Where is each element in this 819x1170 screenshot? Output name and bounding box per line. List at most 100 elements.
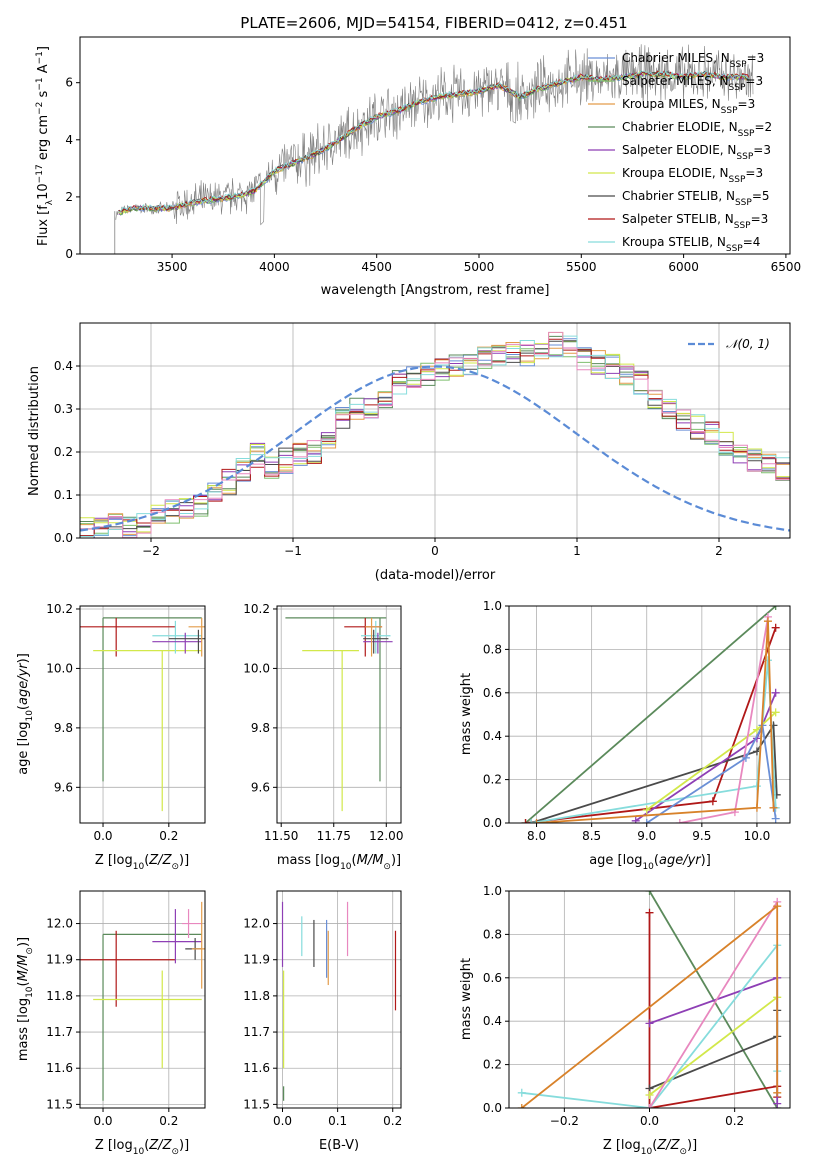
legend-entry: Kroupa ELODIE, NSSP=3 bbox=[622, 166, 763, 185]
weight-marker bbox=[771, 708, 780, 717]
x-tick-label: 9.5 bbox=[692, 829, 711, 843]
y-tick-label: 0.6 bbox=[483, 686, 502, 700]
x-tick-label: 4500 bbox=[361, 260, 392, 274]
y-tick-label: 12.0 bbox=[46, 917, 73, 931]
plot-area bbox=[517, 891, 782, 1108]
x-axis-label: Z [log10(Z/Z⊙)] bbox=[95, 853, 189, 872]
x-tick-label: 11.75 bbox=[317, 829, 351, 843]
weight-marker bbox=[517, 1088, 526, 1097]
weight-marker bbox=[769, 803, 778, 812]
panel-spectrum: 3500 4000 4500 5000 5500 6000 6500 0 2 4 6 waveleng… bbox=[35, 36, 802, 298]
plot-area bbox=[80, 617, 205, 812]
weight-marker bbox=[532, 819, 541, 823]
x-axis-label: E(B-V) bbox=[319, 1138, 359, 1153]
plot-area bbox=[80, 331, 790, 538]
x-tick-label: 4000 bbox=[259, 260, 290, 274]
y-tick-label: 11.5 bbox=[46, 1097, 73, 1111]
x-tick-label: 1 bbox=[573, 544, 581, 558]
y-tick-label: 0.6 bbox=[483, 971, 502, 985]
x-tick-label: 0.0 bbox=[93, 1114, 112, 1128]
x-tick-label: 2 bbox=[715, 544, 723, 558]
y-axis-label: Normed distribution bbox=[27, 366, 42, 496]
panel-massweight_vs_Z: −0.2 0.0 0.2 0.0 0.2 0.4 0.6 0.8 1.0 Z [log10(Z/Z… bbox=[459, 884, 791, 1157]
x-tick-label: 0 bbox=[431, 544, 439, 558]
weight-marker bbox=[773, 1088, 782, 1097]
y-tick-label: 11.7 bbox=[243, 1025, 270, 1039]
weight-marker bbox=[645, 1090, 654, 1099]
weight-marker bbox=[517, 1104, 526, 1108]
axes-frame bbox=[508, 605, 791, 824]
y-tick-label: 0.0 bbox=[54, 531, 73, 545]
weight-marker bbox=[741, 753, 750, 762]
y-tick-label: 11.8 bbox=[46, 989, 73, 1003]
panel-age_vs_mass: 11.50 11.75 12.00 9.6 9.8 10.0 10.2 mass [log10… bbox=[243, 602, 403, 872]
x-axis-label: (data-model)/error bbox=[375, 568, 496, 583]
weight-marker bbox=[763, 617, 772, 626]
x-axis-label: Z [log10(Z/Z⊙)] bbox=[95, 1138, 189, 1157]
y-tick-label: 0.0 bbox=[483, 816, 502, 830]
weight-marker bbox=[771, 606, 780, 610]
x-tick-label: 0.0 bbox=[273, 1114, 292, 1128]
y-tick-label: 11.9 bbox=[46, 953, 73, 967]
y-tick-label: 0 bbox=[65, 247, 73, 261]
model-spectrum bbox=[118, 70, 750, 212]
y-tick-label: 0.8 bbox=[483, 927, 502, 941]
legend-entry: Salpeter MILES, NSSP=3 bbox=[622, 74, 763, 93]
y-tick-label: 9.6 bbox=[251, 780, 270, 794]
weight-marker bbox=[645, 908, 654, 917]
y-tick-label: 12.0 bbox=[243, 917, 270, 931]
y-tick-label: 0.8 bbox=[483, 642, 502, 656]
y-axis-label: mass weight bbox=[459, 958, 474, 1040]
x-tick-label: 12.00 bbox=[369, 829, 403, 843]
weight-line bbox=[648, 891, 778, 1108]
legend-entry: Chabrier ELODIE, NSSP=2 bbox=[622, 120, 772, 139]
y-tick-label: 0.3 bbox=[54, 402, 73, 416]
y-tick-label: 1.0 bbox=[483, 884, 502, 898]
weight-line bbox=[524, 606, 777, 823]
y-tick-label: 11.6 bbox=[46, 1061, 73, 1075]
legend-entry: Chabrier MILES, NSSP=3 bbox=[622, 51, 764, 70]
weight-line bbox=[648, 996, 778, 1096]
y-tick-label: 0.1 bbox=[54, 488, 73, 502]
x-tick-label: −0.2 bbox=[550, 1114, 579, 1128]
weight-marker bbox=[645, 1104, 654, 1108]
y-tick-label: 11.5 bbox=[243, 1097, 270, 1111]
axes-frame bbox=[79, 890, 206, 1109]
x-tick-label: 0.2 bbox=[159, 829, 178, 843]
x-axis-label: wavelength [Angstrom, rest frame] bbox=[321, 283, 550, 298]
y-tick-label: 6 bbox=[65, 76, 73, 90]
panel-mass_vs_EBV: 0.0 0.1 0.2 11.5 11.6 11.7 11.8 11.9 12.0 E(B-V) bbox=[243, 890, 402, 1153]
y-tick-label: 4 bbox=[65, 133, 73, 147]
y-axis-label: mass [log10(M/M⊙)] bbox=[16, 937, 35, 1061]
x-tick-label: 11.50 bbox=[264, 829, 298, 843]
figure-title: PLATE=2606, MJD=54154, FIBERID=0412, z=0… bbox=[240, 14, 627, 32]
panel-mass_vs_Z: 0.0 0.2 11.5 11.6 11.7 11.8 11.9 12.0 Z [log10(Z… bbox=[16, 890, 206, 1157]
x-tick-label: 5000 bbox=[464, 260, 495, 274]
x-tick-label: 3500 bbox=[157, 260, 188, 274]
x-tick-label: 5500 bbox=[566, 260, 597, 274]
weight-marker bbox=[752, 803, 761, 812]
y-tick-label: 9.8 bbox=[54, 721, 73, 735]
y-axis-label: age [log10(age/yr)] bbox=[16, 653, 35, 775]
histogram-series bbox=[80, 338, 790, 536]
x-axis-label: Z [log10(Z/Z⊙)] bbox=[603, 1138, 697, 1157]
x-tick-label: −2 bbox=[142, 544, 160, 558]
histogram-series bbox=[80, 335, 790, 537]
y-tick-label: 10.0 bbox=[46, 661, 73, 675]
weight-marker bbox=[645, 1019, 654, 1028]
legend-entry: Salpeter ELODIE, NSSP=3 bbox=[622, 143, 771, 162]
normal-curve bbox=[80, 365, 790, 532]
y-tick-label: 11.8 bbox=[243, 989, 270, 1003]
weight-marker bbox=[675, 819, 684, 823]
weight-marker bbox=[771, 623, 780, 632]
legend-entry: Salpeter STELIB, NSSP=3 bbox=[622, 212, 768, 231]
weight-marker bbox=[642, 819, 651, 823]
x-tick-label: 6500 bbox=[771, 260, 802, 274]
weight-line bbox=[648, 901, 778, 1108]
y-tick-label: 10.0 bbox=[243, 661, 270, 675]
y-tick-label: 9.8 bbox=[251, 721, 270, 735]
weight-marker bbox=[773, 1099, 782, 1108]
axes-frame bbox=[79, 36, 791, 255]
histogram-series bbox=[80, 331, 790, 538]
